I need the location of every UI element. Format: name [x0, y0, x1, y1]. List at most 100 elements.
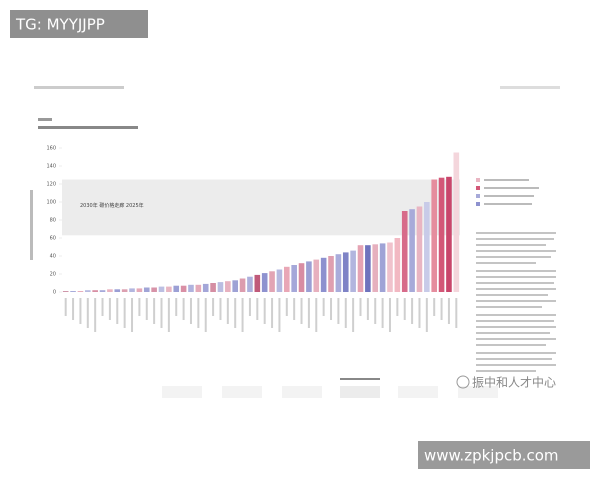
watermark-logo: 振中和人才中心 [472, 375, 556, 390]
doc-header [500, 86, 560, 89]
x-label-placeholder [219, 298, 222, 320]
bar [431, 179, 438, 292]
x-label-placeholder [197, 298, 200, 328]
y-tick-label: 100 [46, 200, 56, 206]
bar [129, 288, 135, 292]
bar [387, 242, 393, 292]
x-label-placeholder [101, 298, 104, 316]
x-label-placeholder [123, 298, 126, 328]
bar [107, 289, 113, 292]
x-label-placeholder [226, 298, 229, 324]
y-tick-label: 60 [50, 236, 56, 242]
bar [195, 284, 202, 292]
y-tick-label: 20 [50, 272, 56, 278]
bar [446, 176, 452, 292]
bar [394, 238, 401, 292]
x-label-placeholder [293, 298, 296, 320]
watermark-box [10, 10, 148, 38]
bar [239, 278, 246, 292]
x-label-placeholder [72, 298, 75, 320]
bar [342, 252, 349, 292]
x-label-placeholder [248, 298, 251, 316]
watermark-url: www.zpkjpcb.com [424, 447, 559, 465]
y-tick-label: 160 [46, 146, 56, 152]
bar [409, 209, 415, 292]
body-text [476, 232, 556, 372]
bar [335, 254, 342, 292]
bar [99, 290, 106, 292]
bar [276, 269, 283, 292]
x-label-placeholder [182, 298, 185, 320]
bar [202, 283, 209, 292]
bar [225, 281, 231, 292]
bar [151, 287, 157, 292]
x-label-placeholder [234, 298, 237, 328]
bar [328, 256, 334, 292]
x-label-placeholder [204, 298, 207, 332]
bar [173, 285, 180, 292]
bar [283, 266, 290, 292]
bar [416, 206, 423, 292]
nav-button[interactable] [222, 386, 262, 398]
bar [438, 177, 445, 292]
y-axis-label [30, 190, 33, 260]
y-tick-label: 0 [53, 290, 56, 296]
bar [291, 265, 297, 292]
x-label-placeholder [359, 298, 362, 316]
x-label-placeholder [108, 298, 111, 320]
x-label-placeholder [145, 298, 148, 320]
x-label-placeholder [263, 298, 266, 324]
x-label-placeholder [116, 298, 119, 324]
x-label-placeholder [337, 298, 340, 324]
x-label-placeholder [300, 298, 303, 324]
nav-button[interactable] [282, 386, 322, 398]
x-label-placeholder [425, 298, 428, 332]
bar [188, 284, 194, 292]
bar [357, 245, 364, 292]
nav-button[interactable] [458, 386, 498, 398]
bar [372, 244, 379, 292]
x-label-placeholder [374, 298, 377, 324]
x-label-placeholder [330, 298, 333, 320]
bar [84, 290, 91, 292]
bar [261, 273, 268, 292]
x-label-placeholder [447, 298, 450, 324]
doc-header [34, 86, 124, 89]
x-label-placeholder [322, 298, 325, 316]
bar [313, 259, 320, 292]
watermark-text: TG: MYYJJPP [15, 16, 105, 34]
x-label-placeholder [160, 298, 163, 328]
bar [92, 290, 98, 292]
x-label-placeholder [94, 298, 97, 332]
band-label: 2030年 碳价格走廊 2025年 [80, 202, 144, 209]
bar [232, 280, 239, 292]
x-label-placeholder [403, 298, 406, 320]
x-label-placeholder [79, 298, 82, 324]
x-label-placeholder [271, 298, 274, 328]
x-label-placeholder [189, 298, 192, 324]
bar [365, 245, 371, 292]
nav-button[interactable] [398, 386, 438, 398]
figure-title [38, 126, 138, 129]
plot-area: 2030年 碳价格走廊 2025年 0 20 40 60 80 100 120 140 160 [46, 146, 460, 332]
watermark-box [418, 441, 590, 469]
bar [158, 286, 165, 292]
x-label-placeholder [131, 298, 134, 332]
bar [306, 261, 312, 292]
bar [143, 287, 150, 292]
y-tick-label: 120 [46, 182, 56, 188]
y-tick-label: 40 [50, 254, 56, 260]
logo-icon [456, 375, 470, 389]
nav-button[interactable] [340, 386, 380, 398]
figure-number [38, 118, 52, 121]
bar [247, 276, 253, 292]
x-label-placeholder [344, 298, 347, 328]
x-label-placeholder [440, 298, 443, 320]
bar [180, 285, 187, 292]
x-label-placeholder [241, 298, 244, 332]
x-label-placeholder [315, 298, 318, 332]
nav-button[interactable] [162, 386, 202, 398]
bar [320, 257, 327, 292]
legend [476, 178, 539, 206]
